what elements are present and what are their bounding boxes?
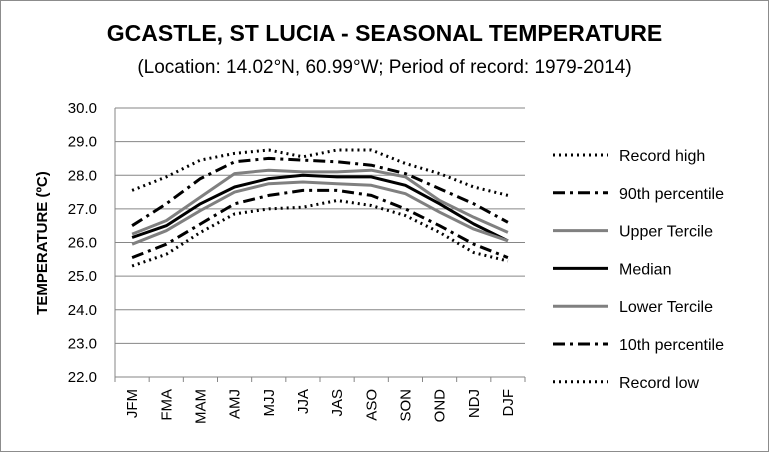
y-tick-label: 30.0	[68, 100, 97, 117]
x-tick-label: JAS	[329, 389, 346, 417]
x-tick-label: SON	[397, 389, 414, 422]
y-axis-label: TEMPERATURE (ºC)	[34, 171, 51, 315]
x-tick-label: AMJ	[227, 389, 244, 419]
y-tick-label: 29.0	[68, 134, 97, 151]
x-tick-label: JFM	[124, 389, 141, 418]
x-tick-label: NDJ	[466, 389, 483, 418]
y-tick-label: 24.0	[68, 302, 97, 319]
x-tick-label: ASO	[363, 389, 380, 421]
y-tick-label: 23.0	[68, 335, 97, 352]
legend-label: Record high	[619, 148, 705, 165]
chart-subtitle: (Location: 14.02°N, 60.99°W; Period of r…	[137, 57, 632, 78]
legend-label: Lower Tercile	[619, 299, 713, 316]
series-line-10th-percentile	[131, 188, 509, 259]
y-tick-label: 28.0	[68, 167, 97, 184]
series-line-90th-percentile	[131, 156, 509, 227]
legend-label: Upper Tercile	[619, 224, 713, 241]
x-tick-label: JJA	[295, 389, 312, 414]
series-line-lower-tercile	[131, 180, 509, 246]
y-tick-label: 27.0	[68, 201, 97, 218]
x-tick-label: FMA	[158, 389, 175, 421]
y-tick-label: 26.0	[68, 235, 97, 252]
legend-label: 90th percentile	[619, 186, 724, 203]
series-line-median	[131, 173, 509, 243]
x-tick-label: OND	[432, 389, 449, 423]
legend-label: 10th percentile	[619, 337, 724, 354]
x-tick-label: DJF	[500, 389, 517, 417]
y-tick-label: 22.0	[68, 369, 97, 386]
series-line-upper-tercile	[131, 168, 509, 236]
x-tick-label: MAM	[192, 389, 209, 424]
legend-label: Median	[619, 261, 671, 278]
chart-title: GCASTLE, ST LUCIA - SEASONAL TEMPERATURE	[106, 20, 663, 46]
x-tick-label: MJJ	[261, 389, 278, 417]
legend-label: Record low	[619, 375, 699, 392]
y-tick-label: 25.0	[68, 268, 97, 285]
